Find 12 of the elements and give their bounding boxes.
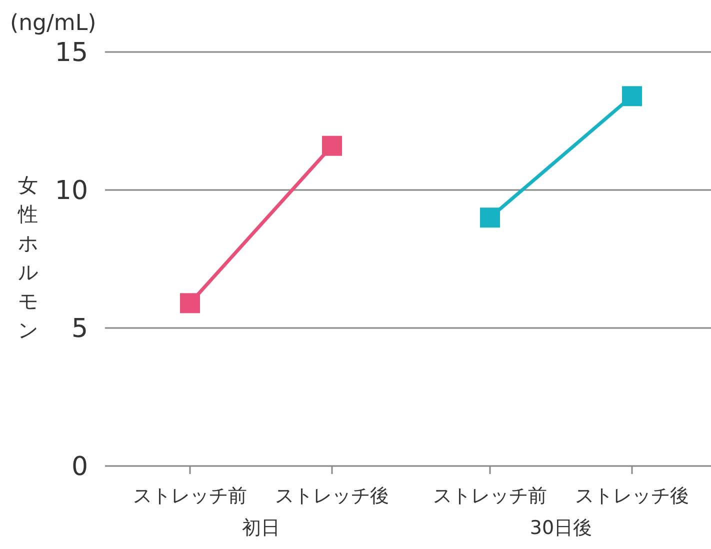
x-tick-label: ストレッチ後 [575,485,689,507]
x-tick-label: ストレッチ前 [433,485,547,507]
x-tick-label: ストレッチ前 [133,485,247,507]
y-tick-label: 0 [71,452,88,482]
y-tick-label: 15 [54,38,88,68]
text: 初日 [242,517,280,539]
y-tick-label: 5 [71,314,88,344]
x-tick-label: ストレッチ後 [275,485,389,507]
y-axis-title: 女性ホルモン [17,173,38,342]
text: 30日後 [530,517,592,539]
text: (ng/mL) [10,11,96,36]
y-tick-label: 10 [54,176,88,206]
